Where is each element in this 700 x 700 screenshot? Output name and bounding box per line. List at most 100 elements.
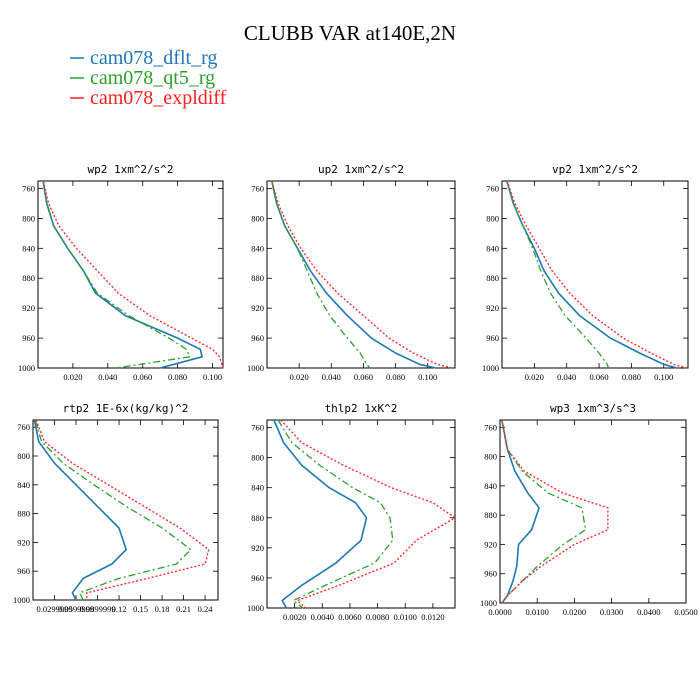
y-tick-label: 760 — [486, 183, 499, 193]
panel-title: rtp2 1E-6x(kg/kg)^2 — [63, 402, 189, 415]
x-tick-label: 0.080 — [386, 372, 405, 382]
y-tick-label: 880 — [251, 513, 264, 523]
y-tick-label: 920 — [484, 539, 497, 549]
series-line — [501, 419, 609, 604]
y-tick-label: 880 — [484, 510, 497, 520]
x-tick-label: 0.0080 — [366, 612, 389, 622]
y-tick-label: 760 — [251, 183, 264, 193]
x-tick-label: 0.0060 — [338, 612, 361, 622]
x-tick-label: 0.0299999 — [36, 604, 72, 614]
panel-title: wp2 1xm^2/s^2 — [87, 163, 173, 176]
x-tick-label: 0.0000 — [488, 607, 511, 617]
y-tick-label: 840 — [17, 480, 30, 490]
x-tick-label: 0.0040 — [311, 612, 334, 622]
y-tick-label: 960 — [22, 333, 35, 343]
panel-title: vp2 1xm^2/s^2 — [552, 163, 638, 176]
legend-item: cam078_dflt_rg — [70, 47, 217, 69]
series-line — [501, 419, 587, 604]
y-tick-label: 920 — [251, 303, 264, 313]
series-line — [34, 419, 192, 601]
x-tick-label: 0.0400 — [637, 607, 660, 617]
x-tick-label: 0.020 — [63, 372, 82, 382]
y-tick-label: 920 — [251, 543, 264, 553]
panel: vp2 1xm^2/s^2 760 800 840 880 920 960 1000 0.020… — [482, 163, 689, 382]
y-tick-label: 800 — [484, 452, 497, 462]
y-tick-label: 1000 — [18, 363, 35, 373]
plot-frame — [501, 180, 689, 369]
x-tick-label: 0.100 — [418, 372, 437, 382]
y-tick-label: 800 — [22, 213, 35, 223]
x-tick-label: 0.0500 — [674, 607, 697, 617]
x-tick-label: 0.12 — [112, 604, 127, 614]
x-tick-label: 0.040 — [98, 372, 117, 382]
y-tick-label: 760 — [17, 422, 30, 432]
series-line — [42, 180, 191, 369]
y-tick-label: 1000 — [247, 363, 264, 373]
panel: wp2 1xm^2/s^2 760 800 840 880 920 960 1000 0.020… — [18, 163, 224, 382]
y-tick-label: 960 — [251, 333, 264, 343]
legend-label: cam078_dflt_rg — [90, 47, 217, 69]
x-tick-label: 0.0120 — [421, 612, 444, 622]
y-tick-label: 840 — [484, 481, 497, 491]
y-tick-label: 800 — [486, 213, 499, 223]
y-tick-label: 880 — [486, 273, 499, 283]
legend-item: cam078_qt5_rg — [70, 67, 215, 89]
y-tick-label: 880 — [17, 509, 30, 519]
panel: rtp2 1E-6x(kg/kg)^2 760 800 840 880 920 960 100… — [13, 402, 219, 614]
x-tick-label: 0.21 — [176, 604, 191, 614]
x-tick-label: 0.0899999 — [79, 604, 115, 614]
y-tick-label: 920 — [486, 303, 499, 313]
plot-frame — [266, 419, 456, 609]
plot-frame — [266, 180, 456, 369]
x-tick-label: 0.020 — [525, 372, 544, 382]
y-tick-label: 840 — [251, 483, 264, 493]
series-line — [42, 180, 203, 369]
x-tick-label: 0.0300 — [600, 607, 623, 617]
x-tick-label: 0.060 — [133, 372, 152, 382]
y-tick-label: 960 — [251, 573, 264, 583]
figure-title: CLUBB VAR at140E,2N — [244, 21, 456, 45]
x-tick-label: 0.0020 — [283, 612, 306, 622]
series-line — [33, 419, 127, 601]
x-tick-label: 0.0599999 — [58, 604, 94, 614]
y-tick-label: 1000 — [13, 595, 30, 605]
y-tick-label: 1000 — [482, 363, 499, 373]
x-tick-label: 0.0100 — [526, 607, 549, 617]
series-line — [506, 180, 677, 369]
x-tick-label: 0.15 — [133, 604, 148, 614]
series-line — [271, 180, 371, 369]
series-line — [271, 180, 436, 369]
x-tick-label: 0.060 — [589, 372, 608, 382]
y-tick-label: 800 — [17, 451, 30, 461]
y-tick-label: 920 — [17, 537, 30, 547]
x-tick-label: 0.18 — [155, 604, 170, 614]
x-tick-label: 0.080 — [168, 372, 187, 382]
y-tick-label: 880 — [251, 273, 264, 283]
legend-label: cam078_qt5_rg — [90, 67, 215, 89]
y-tick-label: 760 — [251, 423, 264, 433]
x-tick-label: 0.0200 — [563, 607, 586, 617]
y-tick-label: 840 — [251, 243, 264, 253]
series-line — [42, 180, 224, 369]
series-line — [277, 419, 394, 609]
plot-frame — [32, 419, 219, 601]
y-tick-label: 840 — [22, 243, 35, 253]
series-line — [506, 180, 610, 369]
x-tick-label: 0.100 — [654, 372, 673, 382]
y-tick-label: 840 — [486, 243, 499, 253]
legend-item: cam078_expldiff — [70, 87, 227, 109]
legend-label: cam078_expldiff — [90, 87, 227, 109]
x-tick-label: 0.040 — [322, 372, 341, 382]
panel: wp3 1xm^3/s^3 760 800 840 880 920 960 10000.000… — [480, 402, 698, 617]
series-line — [273, 419, 368, 609]
legend: cam078_dflt_rg cam078_qt5_rg cam078_expl… — [70, 47, 227, 109]
x-tick-label: 0.060 — [354, 372, 373, 382]
panel: thlp2 1xK^2 760 800 840 880 920 960 1000 0.0020 0… — [247, 402, 456, 622]
x-tick-label: 0.100 — [203, 372, 222, 382]
panel-title: thlp2 1xK^2 — [325, 402, 398, 415]
plot-frame — [499, 419, 687, 604]
y-tick-label: 800 — [251, 213, 264, 223]
y-tick-label: 880 — [22, 273, 35, 283]
x-tick-label: 0.080 — [622, 372, 641, 382]
